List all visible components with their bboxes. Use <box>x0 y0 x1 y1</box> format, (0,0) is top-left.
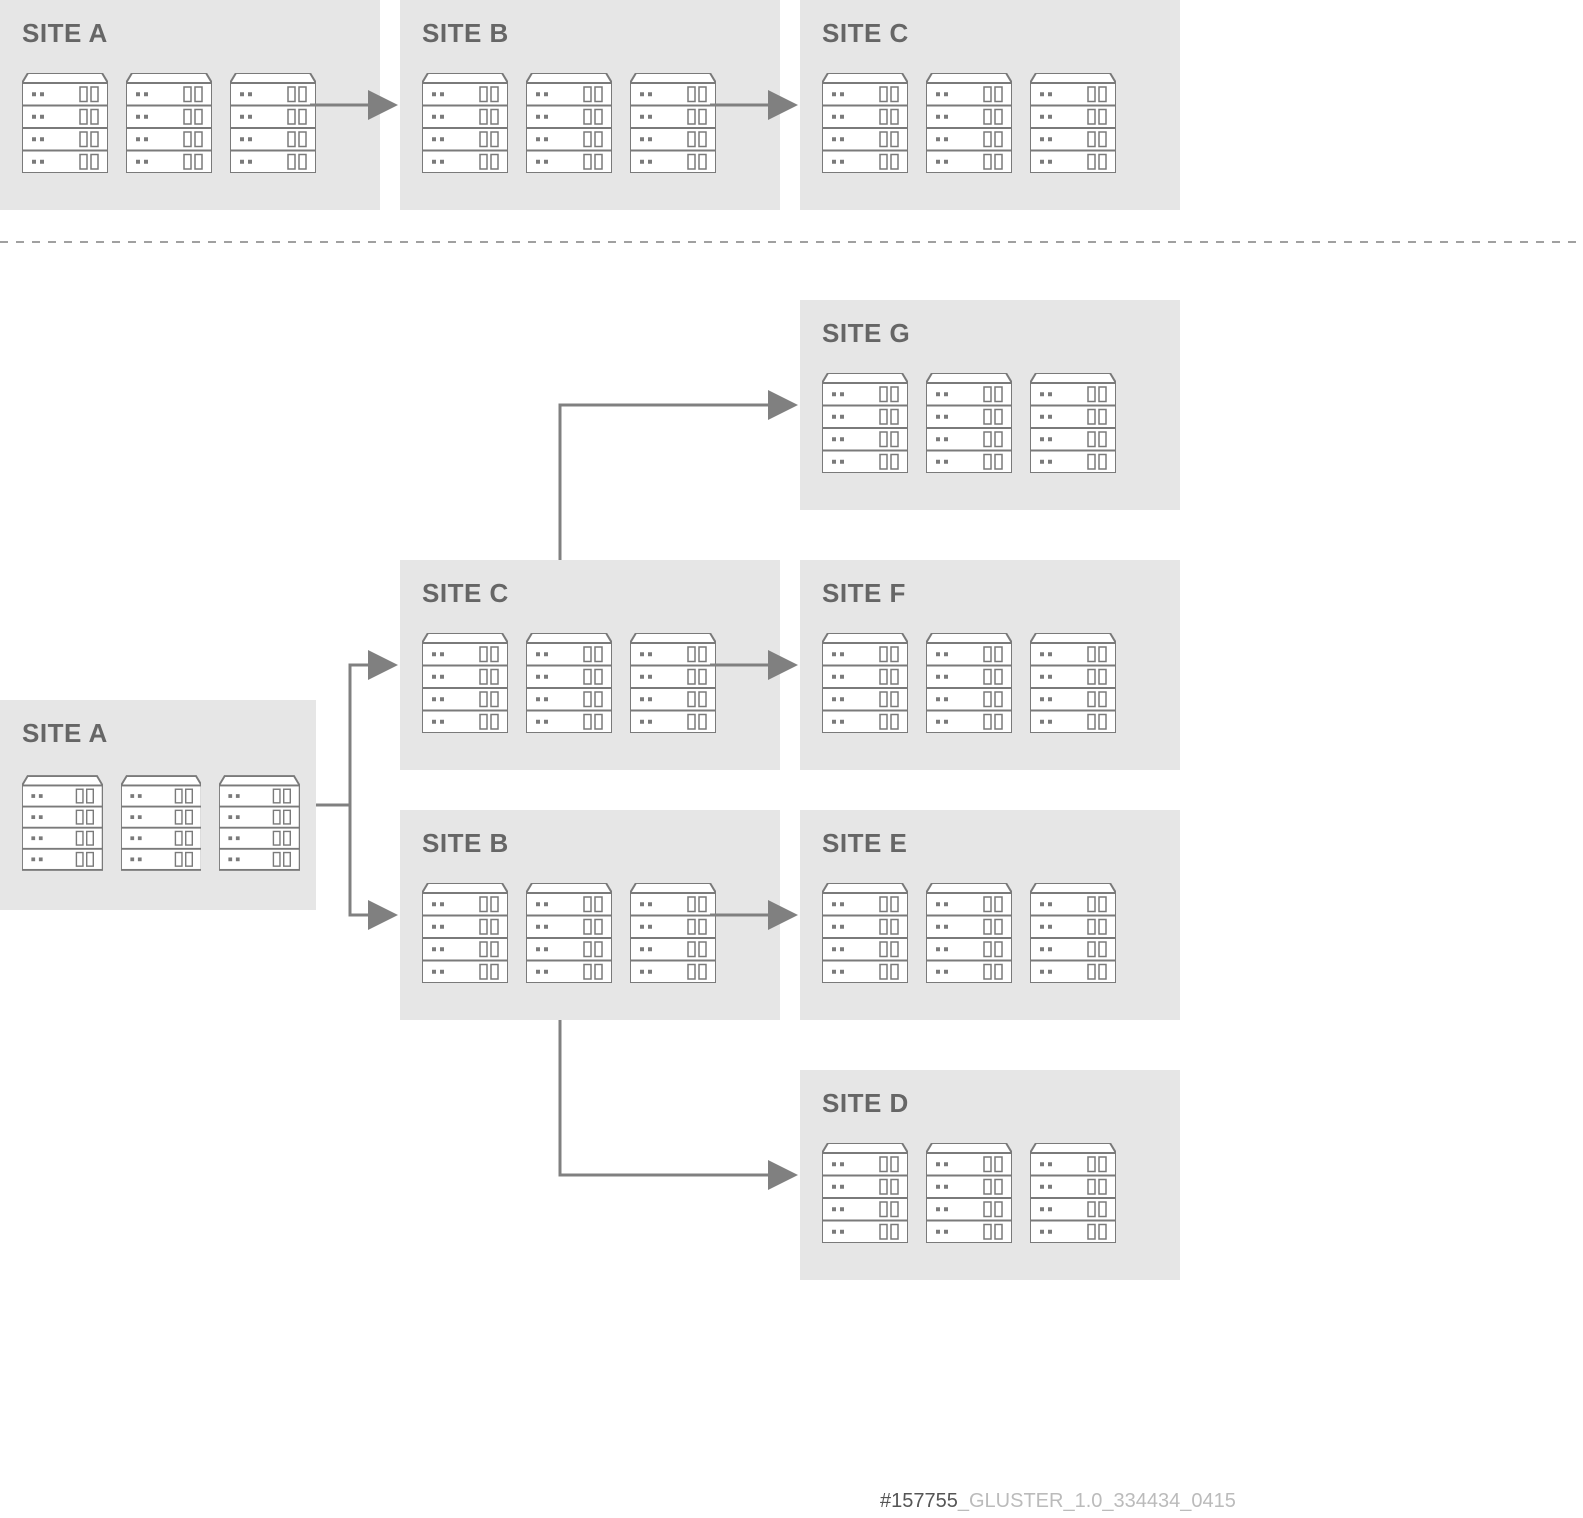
rack-group <box>822 1143 1164 1243</box>
site-label: SITE B <box>422 18 764 49</box>
site-label: SITE A <box>22 18 364 49</box>
server-rack-icon <box>219 773 300 873</box>
site-top-c: SITE C <box>800 0 1180 210</box>
arrow-c_to_g <box>560 405 795 560</box>
site-label: SITE D <box>822 1088 1164 1119</box>
arrow-b_to_d <box>560 1020 795 1175</box>
arrow-a_to_c <box>316 665 395 805</box>
site-bot-c: SITE C <box>400 560 780 770</box>
server-rack-icon <box>630 633 716 733</box>
rack-group <box>422 883 764 983</box>
site-bot-f: SITE F <box>800 560 1180 770</box>
site-label: SITE E <box>822 828 1164 859</box>
site-label: SITE G <box>822 318 1164 349</box>
server-rack-icon <box>1030 633 1116 733</box>
server-rack-icon <box>926 1143 1012 1243</box>
server-rack-icon <box>121 773 202 873</box>
site-label: SITE C <box>822 18 1164 49</box>
server-rack-icon <box>822 73 908 173</box>
server-rack-icon <box>926 73 1012 173</box>
server-rack-icon <box>1030 373 1116 473</box>
rack-group <box>822 633 1164 733</box>
server-rack-icon <box>926 883 1012 983</box>
server-rack-icon <box>526 883 612 983</box>
site-label: SITE A <box>22 718 300 749</box>
server-rack-icon <box>22 73 108 173</box>
rack-group <box>22 773 300 873</box>
server-rack-icon <box>822 883 908 983</box>
server-rack-icon <box>422 73 508 173</box>
server-rack-icon <box>926 373 1012 473</box>
rack-group <box>822 373 1164 473</box>
rack-group <box>422 73 764 173</box>
server-rack-icon <box>926 633 1012 733</box>
server-rack-icon <box>822 1143 908 1243</box>
rack-group <box>822 73 1164 173</box>
server-rack-icon <box>526 73 612 173</box>
footer-prefix: #157755 <box>880 1490 958 1512</box>
site-label: SITE C <box>422 578 764 609</box>
server-rack-icon <box>126 73 212 173</box>
site-bot-b: SITE B <box>400 810 780 1020</box>
rack-group <box>22 73 364 173</box>
server-rack-icon <box>1030 1143 1116 1243</box>
server-rack-icon <box>630 73 716 173</box>
footer-suffix: _GLUSTER_1.0_334434_0415 <box>958 1490 1236 1512</box>
site-bot-a: SITE A <box>0 700 316 910</box>
site-bot-g: SITE G <box>800 300 1180 510</box>
server-rack-icon <box>526 633 612 733</box>
server-rack-icon <box>1030 73 1116 173</box>
site-bot-d: SITE D <box>800 1070 1180 1280</box>
site-top-b: SITE B <box>400 0 780 210</box>
rack-group <box>422 633 764 733</box>
arrow-a_to_b <box>316 805 395 915</box>
site-bot-e: SITE E <box>800 810 1180 1020</box>
server-rack-icon <box>822 373 908 473</box>
diagram-canvas: SITE A SITE B SITE C SITE A SITE C SITE … <box>0 0 1583 1518</box>
server-rack-icon <box>630 883 716 983</box>
server-rack-icon <box>230 73 316 173</box>
server-rack-icon <box>422 883 508 983</box>
rack-group <box>822 883 1164 983</box>
server-rack-icon <box>22 773 103 873</box>
server-rack-icon <box>1030 883 1116 983</box>
site-label: SITE B <box>422 828 764 859</box>
site-top-a: SITE A <box>0 0 380 210</box>
site-label: SITE F <box>822 578 1164 609</box>
server-rack-icon <box>422 633 508 733</box>
footer-id: #157755_GLUSTER_1.0_334434_0415 <box>880 1490 1236 1513</box>
server-rack-icon <box>822 633 908 733</box>
